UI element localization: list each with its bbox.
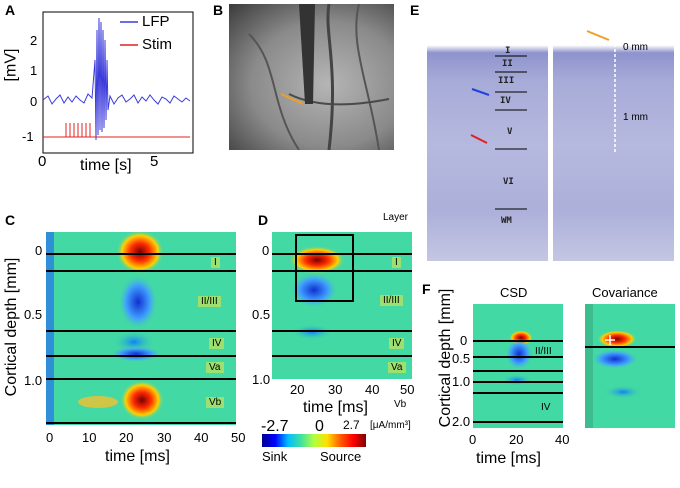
panel-a-ytick: 2 — [30, 33, 38, 48]
panel-c-layer-label: I — [211, 257, 220, 268]
panel-b-brain-photo — [229, 4, 394, 150]
blue-arrow — [471, 88, 490, 96]
depth-mark-1mm: 1 mm — [623, 112, 648, 123]
panel-letter-c: C — [5, 212, 16, 228]
panel-a-stim-pulses — [43, 123, 190, 138]
panel-f-xtick: 20 — [509, 432, 524, 447]
layer-label-ii: II — [502, 59, 513, 69]
panel-letter-a: A — [5, 2, 16, 18]
panel-letter-d: D — [258, 212, 269, 228]
panel-c-xtick: 0 — [46, 430, 54, 445]
panel-c-xtick: 30 — [157, 430, 172, 445]
layer-label-v: V — [507, 127, 513, 137]
panel-a-frame — [42, 11, 194, 154]
panel-c-layer-label: Va — [206, 362, 224, 373]
panel-d-xtick: 40 — [365, 382, 380, 397]
depth-mark-0mm: 0 mm — [623, 42, 648, 53]
panel-e-slice-left: I II III IV V VI WM — [427, 4, 548, 261]
legend-stim-label: Stim — [142, 36, 172, 53]
panel-c-xlabel: time [ms] — [105, 448, 170, 465]
panel-letter-f: F — [422, 281, 431, 297]
panel-a-xtick: 5 — [150, 153, 159, 170]
panel-f-title-covariance: Covariance — [592, 285, 658, 300]
panel-c-ytick: 0.5 — [24, 307, 43, 322]
panel-c-layer-label: II/III — [198, 296, 221, 307]
panel-c-heatmap: I II/III IV Va Vb — [46, 232, 236, 425]
colorbar-source-label: Source — [320, 449, 362, 464]
panel-c-ylabel: Cortical depth [mm] — [3, 257, 20, 397]
panel-d-ytick: 0.5 — [252, 307, 271, 322]
panel-c-layer-label: IV — [209, 338, 225, 349]
panel-f-layer-label: II/III — [535, 346, 552, 357]
panel-e-slice-right: 0 mm 1 mm — [553, 4, 674, 261]
layer-label-iii: III — [498, 76, 515, 86]
panel-a-ytick: 0 — [30, 94, 38, 109]
electrode-probe — [299, 4, 315, 104]
panel-a-ylabel: [mV] — [2, 48, 20, 82]
colorbar-unit: [μA/mm³] — [370, 420, 411, 431]
red-arrow — [470, 134, 488, 144]
panel-f-csd-svg — [501, 330, 533, 386]
panel-d-xtick: 50 — [400, 382, 415, 397]
panel-f-covariance-heatmap — [585, 304, 675, 428]
panel-d-layer-label: I — [392, 257, 401, 268]
layer-label-i: I — [505, 46, 511, 56]
panel-f-xlabel: time [ms] — [476, 450, 541, 467]
panel-c-heatmap-svg — [46, 232, 164, 425]
panel-e-left-arrows-svg — [470, 55, 527, 210]
panel-a-ytick: 1 — [30, 63, 38, 78]
colorbar-tick: -2.7 — [261, 418, 289, 435]
panel-f-xtick: 40 — [555, 432, 570, 447]
panel-d-ytick: 0 — [262, 243, 270, 258]
panel-a-plot-svg — [42, 11, 194, 154]
layer-label-iv: IV — [500, 96, 511, 106]
panel-a-xtick: 0 — [38, 153, 47, 170]
panel-f-ytick: 1.0 — [452, 374, 471, 389]
panel-f-title-csd: CSD — [500, 285, 528, 300]
panel-d-xlabel: time [ms] — [303, 399, 368, 416]
panel-letter-b: B — [213, 2, 224, 18]
orange-arrow — [586, 30, 610, 41]
panel-a-ytick: -1 — [22, 129, 34, 144]
panel-c-xtick: 50 — [231, 430, 246, 445]
layer-label-vi: VI — [503, 177, 514, 187]
panel-d-xtick: 30 — [328, 382, 343, 397]
panel-f-ytick: 0.5 — [452, 351, 471, 366]
panel-d-highlight-box — [295, 234, 354, 302]
panel-d-xtick: 20 — [290, 382, 305, 397]
panel-c-layer-label: Vb — [206, 397, 225, 408]
layer-label-wm: WM — [501, 216, 512, 226]
panel-f-xtick: 0 — [469, 432, 477, 447]
colorbar-gradient — [262, 434, 366, 447]
panel-c-ytick: 1.0 — [24, 373, 43, 388]
panel-d-ytick: 1.0 — [252, 372, 271, 387]
panel-d-layer-label: II/III — [380, 295, 403, 306]
panel-d-layer-label: IV — [389, 338, 405, 349]
panel-c-xtick: 20 — [119, 430, 134, 445]
panel-f-cov-svg — [585, 304, 643, 428]
panel-letter-e: E — [410, 2, 420, 18]
colorbar-sink-label: Sink — [262, 449, 288, 464]
panel-f-ytick: 0 — [460, 333, 468, 348]
panel-b-arrow — [280, 93, 304, 105]
panel-f-csd-heatmap: II/III IV — [473, 304, 563, 428]
panel-f-ytick: 2.0 — [452, 414, 471, 429]
panel-d-extra-label: Vb — [394, 399, 407, 410]
panel-d-heatmap: I II/III IV Va — [272, 232, 412, 379]
colorbar-tick: 0 — [315, 418, 324, 435]
panel-b-vessels-svg — [248, 4, 390, 150]
panel-f-layer-label: IV — [541, 402, 551, 413]
panel-e-right-arrows-svg — [586, 30, 616, 152]
panel-c-xtick: 40 — [194, 430, 209, 445]
legend-lfp-label: LFP — [142, 13, 170, 30]
panel-c-ytick: 0 — [35, 243, 43, 258]
panel-a-lfp-trace — [42, 17, 191, 141]
colorbar-tick: 2.7 — [343, 418, 360, 432]
panel-a-xlabel: time [s] — [80, 157, 132, 174]
panel-d-layer-label: Va — [388, 362, 406, 373]
panel-d-corner-label: Layer — [383, 212, 409, 223]
panel-c-xtick: 10 — [82, 430, 97, 445]
